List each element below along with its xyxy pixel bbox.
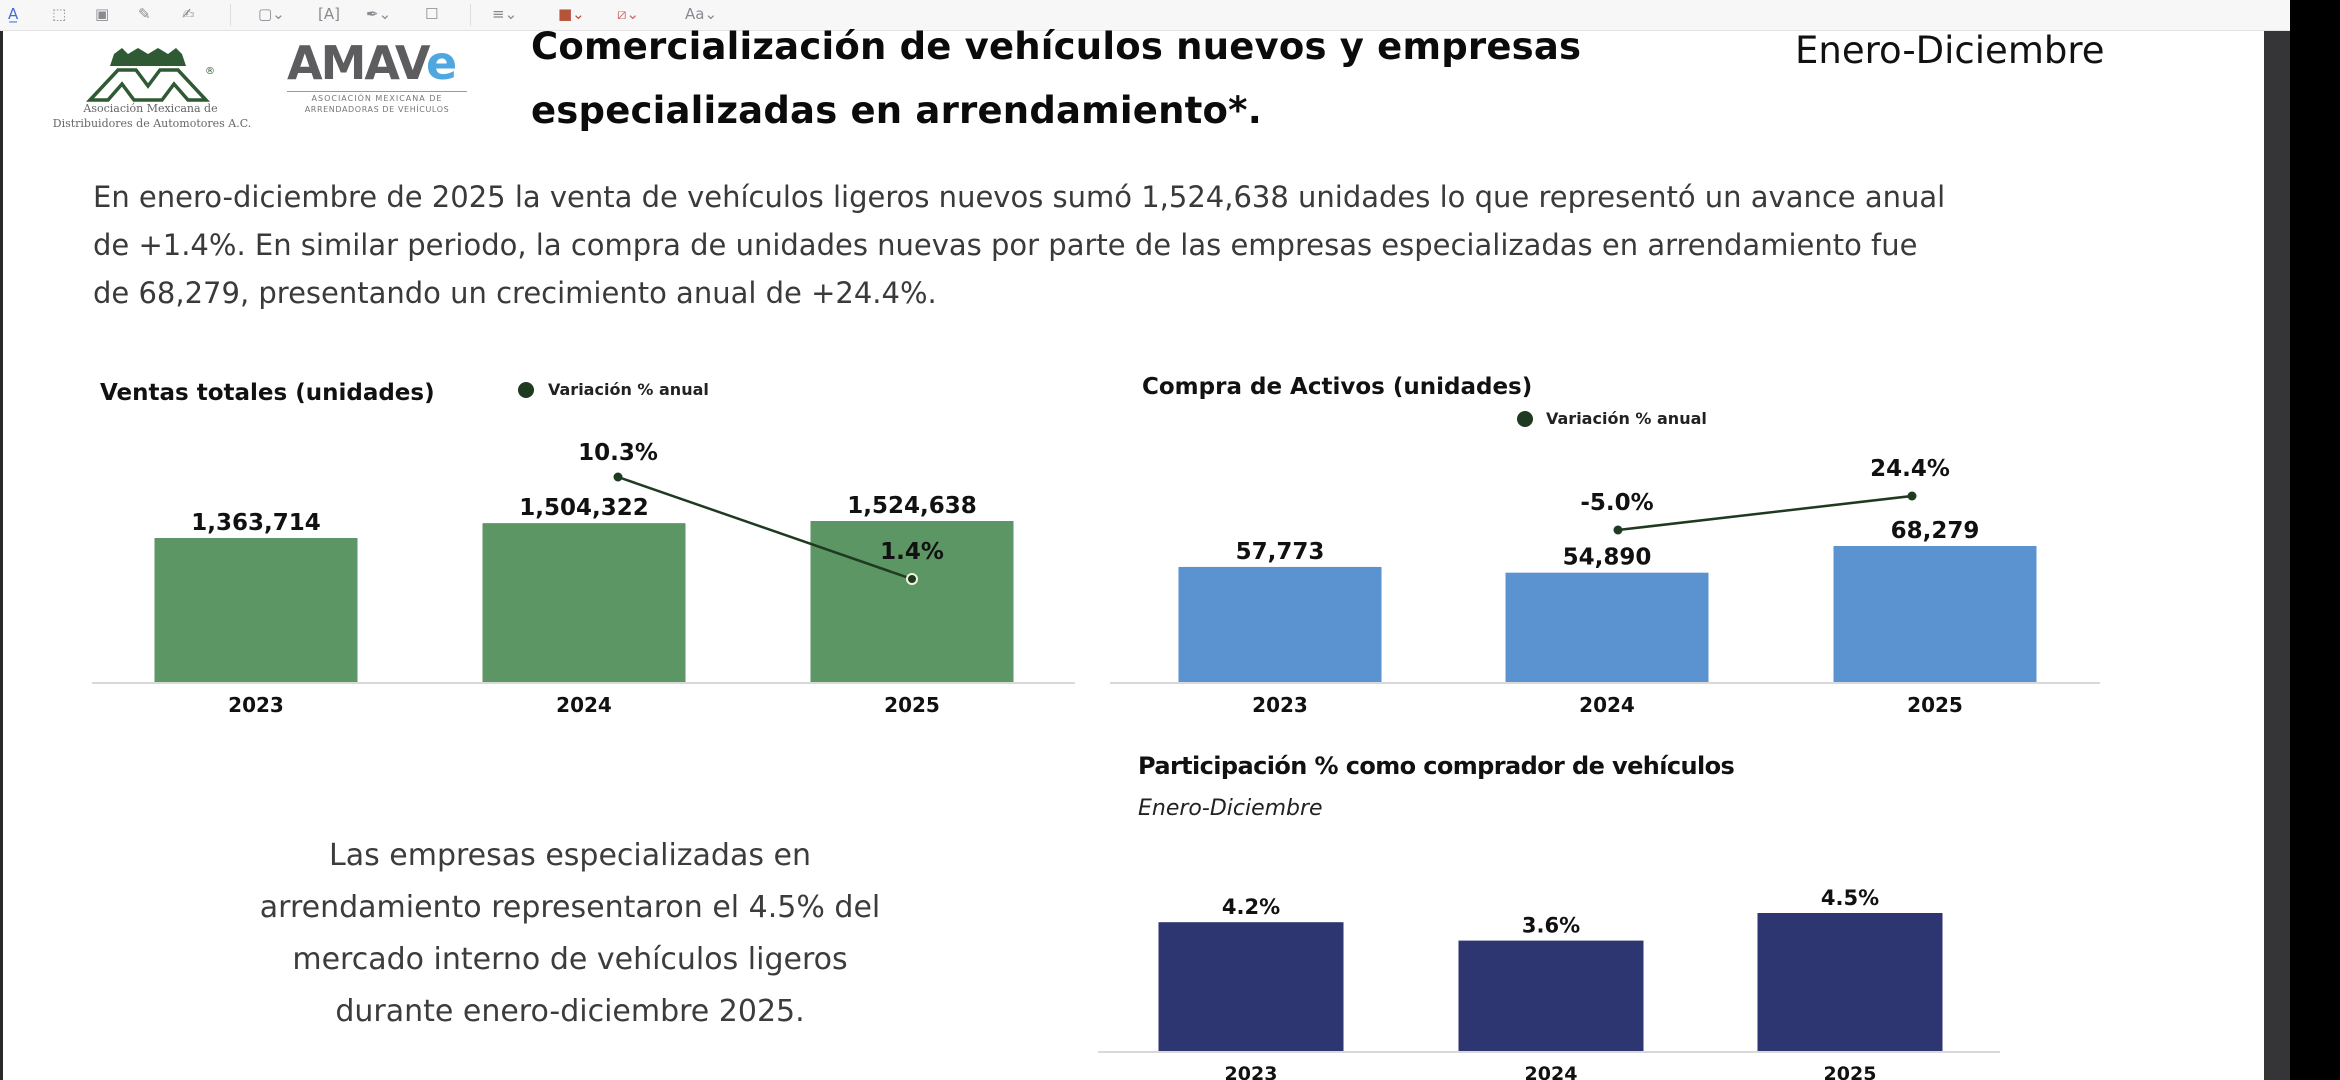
compra-bar-2024 xyxy=(1505,572,1709,682)
compra-value-label-2023: 57,773 xyxy=(1236,539,1325,565)
compra-value-label-2025: 68,279 xyxy=(1891,518,1980,544)
participacion-chart-title: Participación % como comprador de vehícu… xyxy=(1138,752,1735,780)
amda-subtitle-line1: Asociación Mexicana de xyxy=(83,102,218,115)
intro-line-1: En enero-diciembre de 2025 la venta de v… xyxy=(93,180,1946,214)
font-icon[interactable]: Aa⌄ xyxy=(685,5,718,23)
window-edge xyxy=(2290,0,2340,1080)
ventas-legend-dot-icon xyxy=(518,382,534,398)
summary-text: Las empresas especializadas en arrendami… xyxy=(180,830,960,1038)
summary-line-1: Las empresas especializadas en xyxy=(329,838,811,873)
ventas-variation-label-2024: 10.3% xyxy=(578,440,658,466)
ventas-x-tick-2024: 2024 xyxy=(556,693,612,717)
summary-line-4: durante enero-diciembre 2025. xyxy=(335,994,805,1029)
ventas-value-label-2025: 1,524,638 xyxy=(847,493,977,519)
ventas-variation-line xyxy=(617,475,913,581)
ventas-legend-label: Variación % anual xyxy=(548,380,709,399)
fill-color-icon[interactable]: ⧄⌄ xyxy=(617,5,640,23)
ventas-variation-label-2025: 1.4% xyxy=(880,539,944,565)
compra-legend-label: Variación % anual xyxy=(1546,409,1707,428)
summary-line-3: mercado interno de vehículos ligeros xyxy=(292,942,848,977)
compra-bar-2025 xyxy=(1833,546,2037,682)
compra-variation-point-2025 xyxy=(1907,491,1917,501)
annotation-toolbar: A̲ ⬚ ▣ ✎ ✍ ▢⌄ [A] ✒⌄ ☐ ≡⌄ ■⌄ ⧄⌄ Aa⌄ xyxy=(0,0,2290,31)
participacion-x-tick-2025: 2025 xyxy=(1824,1063,1877,1080)
ventas-bar-2024 xyxy=(482,523,686,682)
amda-subtitle-line2: Distribuidores de Automotores A.C. xyxy=(52,117,252,130)
compra-x-tick-2025: 2025 xyxy=(1907,693,1963,717)
participacion-value-label-2025: 4.5% xyxy=(1821,886,1879,910)
svg-text:®: ® xyxy=(205,66,215,77)
amda-mountain-icon: ® xyxy=(85,48,215,102)
amave-divider xyxy=(287,91,467,92)
signature-icon[interactable]: ✒⌄ xyxy=(366,5,392,23)
participacion-bar-2024 xyxy=(1458,940,1644,1051)
participacion-x-tick-2023: 2023 xyxy=(1225,1063,1278,1080)
toolbar-separator xyxy=(230,4,231,26)
participacion-value-label-2023: 4.2% xyxy=(1222,895,1280,919)
compra-variation-line xyxy=(1617,494,1913,532)
page-title-line2: especializadas en arrendamiento*. xyxy=(531,89,1262,132)
page-title-line1: Comercialización de vehículos nuevos y e… xyxy=(531,25,1582,68)
ventas-x-tick-2023: 2023 xyxy=(228,693,284,717)
border-color-icon[interactable]: ■⌄ xyxy=(558,5,585,23)
compra-variation-label-2025: 24.4% xyxy=(1870,456,1950,482)
text-select-icon[interactable]: A̲ xyxy=(8,5,19,23)
participacion-chart-subtitle: Enero-Diciembre xyxy=(1138,796,1323,821)
amave-wordmark: AMAVe xyxy=(287,36,457,90)
participacion-bar-2025 xyxy=(1757,913,1943,1051)
amave-subtitle-line2: ARRENDADORAS DE VEHÍCULOS xyxy=(304,105,450,114)
ventas-variation-point-2024 xyxy=(613,472,623,482)
compra-legend-dot-icon xyxy=(1517,411,1533,427)
vertical-scrollbar-track[interactable] xyxy=(2264,31,2290,1080)
amave-wordmark-accent: e xyxy=(425,36,457,90)
area-select-icon[interactable]: ⬚ xyxy=(52,5,67,23)
compra-variation-point-2024 xyxy=(1613,525,1623,535)
ventas-bar-2023 xyxy=(154,537,358,682)
ventas-chart-title: Ventas totales (unidades) xyxy=(100,380,435,406)
compra-chart-title: Compra de Activos (unidades) xyxy=(1142,374,1533,400)
stamp-icon[interactable]: ▣ xyxy=(95,5,110,23)
period-label: Enero-Diciembre xyxy=(1795,29,2105,72)
ventas-variation-point-2025 xyxy=(906,573,918,585)
toolbar-separator xyxy=(470,4,471,26)
participacion-bar-2023 xyxy=(1158,922,1344,1051)
participacion-value-label-2024: 3.6% xyxy=(1522,914,1580,938)
compra-x-tick-2023: 2023 xyxy=(1252,693,1308,717)
intro-line-3: de 68,279, presentando un crecimiento an… xyxy=(93,276,937,310)
shapes-icon[interactable]: ▢⌄ xyxy=(258,5,285,23)
pen-icon[interactable]: ✎ xyxy=(138,5,151,23)
highlighter-icon[interactable]: ✍ xyxy=(182,5,195,23)
ventas-x-tick-2025: 2025 xyxy=(884,693,940,717)
compra-x-tick-2024: 2024 xyxy=(1579,693,1635,717)
text-box-icon[interactable]: [A] xyxy=(318,5,340,23)
intro-line-2: de +1.4%. En similar periodo, la compra … xyxy=(93,228,1918,262)
compra-value-label-2024: 54,890 xyxy=(1563,545,1652,571)
compra-bar-2023 xyxy=(1178,566,1382,682)
note-icon[interactable]: ☐ xyxy=(425,5,439,23)
amave-subtitle-line1: ASOCIACIÓN MEXICANA DE xyxy=(311,94,443,103)
summary-line-2: arrendamiento representaron el 4.5% del xyxy=(259,890,881,925)
participacion-x-tick-2024: 2024 xyxy=(1525,1063,1578,1080)
line-style-icon[interactable]: ≡⌄ xyxy=(492,5,518,23)
ventas-bar-2025 xyxy=(810,521,1014,682)
ventas-value-label-2024: 1,504,322 xyxy=(519,495,649,521)
page-left-border xyxy=(0,31,3,1080)
compra-variation-label-2024: -5.0% xyxy=(1580,490,1653,516)
ventas-value-label-2023: 1,363,714 xyxy=(191,510,321,536)
amave-wordmark-main: AMAV xyxy=(287,36,428,90)
